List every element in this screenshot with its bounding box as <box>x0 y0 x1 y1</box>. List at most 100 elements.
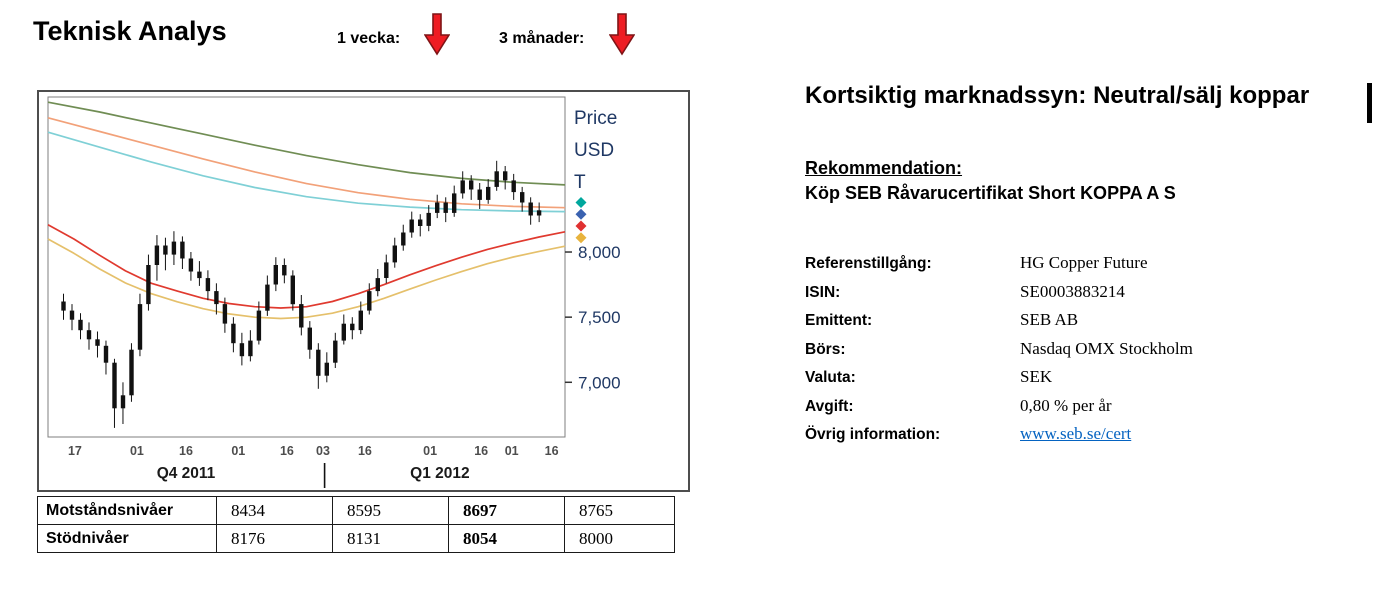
candle-body <box>316 349 321 376</box>
candle-body <box>78 319 83 331</box>
candle-body <box>460 180 465 194</box>
candle-body <box>163 245 168 255</box>
ma-line-yellow <box>47 238 566 320</box>
candle-body <box>171 241 177 255</box>
candle-body <box>520 192 525 203</box>
info-row: Referenstillgång: HG Copper Future <box>805 253 1193 282</box>
instrument-info-list: Referenstillgång: HG Copper Future ISIN:… <box>805 253 1193 453</box>
info-row: Börs: Nasdaq OMX Stockholm <box>805 339 1193 368</box>
info-label: Övrig information: <box>805 426 941 443</box>
candle-body <box>265 284 270 311</box>
resistance-label: Motståndsnivåer <box>37 496 217 525</box>
price-axis-caption: Price <box>574 108 617 129</box>
x-tick-label: 01 <box>505 444 519 458</box>
ma-line-red <box>47 223 566 309</box>
candle-body <box>409 219 414 233</box>
candle-body <box>188 258 194 272</box>
info-label: Avgift: <box>805 397 854 415</box>
price-chart-panel: 8,000 7,500 7,000 17 01 16 01 16 03 16 01 16 01 16 Q4 … <box>37 90 690 492</box>
info-row: Övrig information: www.seb.se/cert <box>805 424 1193 453</box>
candle-body <box>426 212 431 226</box>
candle-body <box>384 262 389 278</box>
down-arrow-shape <box>424 13 450 56</box>
candle-body <box>273 265 278 285</box>
info-value: SE0003883214 <box>1020 281 1125 301</box>
info-row: ISIN: SE0003883214 <box>805 282 1193 311</box>
candle-body <box>282 265 287 276</box>
levels-table: Motståndsnivåer 8434 8595 8697 8765 Stöd… <box>37 496 675 553</box>
cert-link[interactable]: www.seb.se/cert <box>1020 424 1132 443</box>
candle-body <box>418 219 423 226</box>
support-value: 8000 <box>564 524 675 553</box>
support-value: 8176 <box>216 524 333 553</box>
x-tick-label: 03 <box>316 444 330 458</box>
candle-body <box>248 340 253 357</box>
copper-price-chart: 8,000 7,500 7,000 17 01 16 01 16 03 16 01 16 01 16 Q4 … <box>47 96 621 488</box>
candle-body <box>137 304 143 350</box>
candle-body <box>536 210 542 216</box>
info-value: SEK <box>1020 367 1053 386</box>
info-label: Emittent: <box>805 312 873 329</box>
candle-body <box>469 180 474 190</box>
info-label: ISIN: <box>805 283 841 301</box>
x-tick-label: 01 <box>231 444 245 458</box>
x-tick-label: 01 <box>423 444 437 458</box>
x-tick-label: 16 <box>280 444 294 458</box>
candle-body <box>307 327 312 350</box>
candle-body <box>401 232 406 246</box>
info-label: Referenstillgång: <box>805 255 932 272</box>
info-row: Valuta: SEK <box>805 367 1193 396</box>
ma-line-long-green <box>47 101 566 186</box>
candle-body <box>392 245 397 263</box>
candle-body <box>214 291 219 305</box>
candle-body <box>435 202 440 213</box>
candle-body <box>290 275 295 305</box>
y-tick-label: 8,000 <box>578 243 621 262</box>
info-value: 0,80 % per år <box>1020 395 1112 415</box>
series-marker-diamond <box>575 232 587 244</box>
candle-body <box>103 345 109 363</box>
one-week-down-arrow-icon <box>424 13 450 56</box>
y-tick-label: 7,000 <box>578 373 621 392</box>
resistance-value-key: 8697 <box>448 496 565 525</box>
info-value: Nasdaq OMX Stockholm <box>1020 338 1193 358</box>
support-row: Stödnivåer 8176 8131 8054 8000 <box>37 524 675 553</box>
resistance-value: 8434 <box>216 496 333 525</box>
info-value: SEB AB <box>1020 310 1079 329</box>
candle-body <box>61 301 66 311</box>
candle-body <box>452 193 457 213</box>
candle-body <box>180 241 185 259</box>
three-months-down-arrow-icon <box>609 13 635 56</box>
series-marker-diamond <box>575 208 587 220</box>
candle-body <box>222 304 228 324</box>
info-value: HG Copper Future <box>1020 253 1148 272</box>
series-marker-diamond <box>575 197 587 209</box>
candle-body <box>239 343 245 357</box>
text-cursor <box>1367 83 1372 123</box>
recommendation-text: Köp SEB Råvarucertifikat Short KOPPA A S <box>805 183 1176 203</box>
candle-body <box>256 310 262 341</box>
candle-body <box>375 278 380 292</box>
candle-body <box>477 189 482 200</box>
candle-body <box>341 323 346 341</box>
resistance-row: Motståndsnivåer 8434 8595 8697 8765 <box>37 496 675 525</box>
candle-body <box>95 339 100 346</box>
candle-body <box>205 278 211 292</box>
candle-body <box>86 330 92 340</box>
x-tick-label: 16 <box>179 444 193 458</box>
info-row: Avgift: 0,80 % per år <box>805 396 1193 425</box>
period-label: Q1 2012 <box>410 465 469 482</box>
x-tick-label: 01 <box>130 444 144 458</box>
x-tick-label: 16 <box>358 444 372 458</box>
plot-area <box>47 96 566 438</box>
support-value: 8131 <box>332 524 449 553</box>
market-view-heading: Kortsiktig marknadssyn: Neutral/sälj kop… <box>805 82 1310 109</box>
resistance-value: 8595 <box>332 496 449 525</box>
candle-body <box>528 202 533 216</box>
x-tick-label: 16 <box>474 444 488 458</box>
candle-body <box>367 291 372 311</box>
candle-body <box>299 304 304 328</box>
down-arrow-shape <box>609 13 635 56</box>
support-value-key: 8054 <box>448 524 565 553</box>
candle-body <box>443 202 448 213</box>
